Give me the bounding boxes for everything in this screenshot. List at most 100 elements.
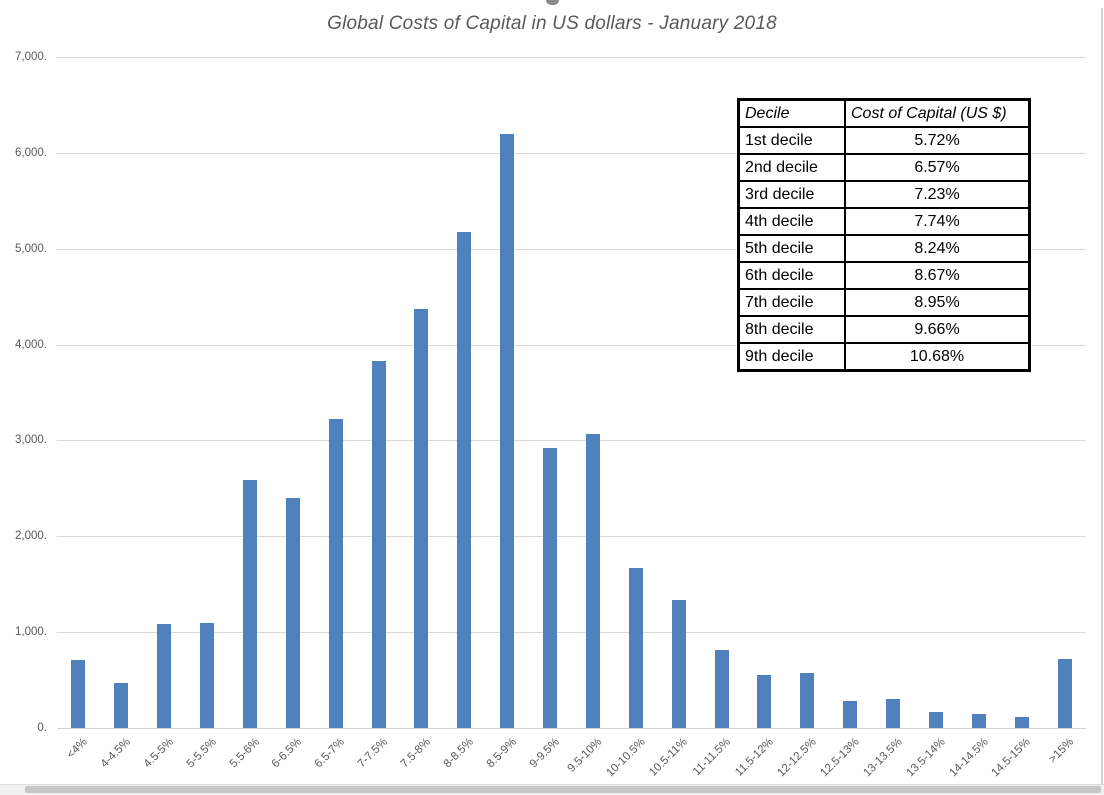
gridline-6000 (57, 152, 1086, 154)
bar-slot (100, 57, 143, 728)
y-tick-label: 6,000. (15, 146, 47, 159)
bar-slot (400, 57, 443, 728)
decile-cell: 9th decile (737, 342, 846, 372)
decile-table: Decile Cost of Capital (US $) 1st decile… (737, 98, 1031, 372)
bar-13.5-14% (928, 711, 943, 728)
bar-slot (357, 57, 400, 728)
bar-13-13.5% (886, 699, 901, 728)
x-tick-label: 7.5-8% (398, 736, 433, 771)
plot-area (57, 57, 1086, 729)
bar-7.5-8% (414, 309, 429, 728)
bar-12.5-13% (843, 701, 858, 728)
x-tick-label: 9-9.5% (527, 736, 562, 771)
bar-12-12.5% (800, 673, 815, 728)
bar-9-9.5% (543, 448, 558, 728)
table-row: 4th decile 7.74% (737, 207, 1031, 236)
y-tick-label: 5,000. (15, 242, 47, 255)
table-row: 5th decile 8.24% (737, 234, 1031, 263)
bar-slot (271, 57, 314, 728)
x-tick-label: 13-13.5% (861, 736, 905, 780)
horizontal-scrollbar[interactable] (0, 784, 1104, 795)
bar-slot (1043, 57, 1086, 728)
bars-layer (57, 57, 1086, 728)
bar-slot (143, 57, 186, 728)
x-tick-label: 13.5-14% (904, 736, 948, 780)
bar-slot (743, 57, 786, 728)
decile-cell: 7th decile (737, 288, 846, 317)
bar-8.5-9% (500, 133, 515, 728)
bar-slot (657, 57, 700, 728)
table-row: 1st decile 5.72% (737, 126, 1031, 155)
bar-slot (915, 57, 958, 728)
decile-cell: 1st decile (737, 126, 846, 155)
table-row: 7th decile 8.95% (737, 288, 1031, 317)
decile-cell: 4th decile (737, 207, 846, 236)
table-header-decile: Decile (737, 98, 846, 128)
y-tick-label: 2,000. (15, 530, 47, 543)
x-tick-label: 6.5-7% (312, 736, 348, 771)
bar-slot (529, 57, 572, 728)
x-tick-label: 6-6.5% (270, 736, 305, 771)
decile-cell: 2nd decile (737, 153, 846, 182)
cost-cell: 8.95% (844, 288, 1031, 317)
bar-10-10.5% (628, 567, 643, 728)
table-row: 3rd decile 7.23% (737, 180, 1031, 209)
bar-6-6.5% (285, 497, 300, 728)
y-tick-label: 3,000. (15, 434, 47, 447)
bar-slot (700, 57, 743, 728)
cost-cell: 7.74% (844, 207, 1031, 236)
bar-slot (1000, 57, 1043, 728)
table-row: 9th decile 10.68% (737, 342, 1031, 372)
x-tick-label: 12-12.5% (775, 736, 819, 780)
bar-14.5-15% (1014, 716, 1029, 728)
gridline-1000 (57, 632, 1086, 634)
bar-14-14.5% (971, 714, 986, 728)
y-tick-label: 4,000. (15, 338, 47, 351)
bar-8-8.5% (457, 232, 472, 728)
bar-4-4.5% (114, 682, 129, 728)
x-tick-label: 7-7.5% (355, 736, 391, 771)
bar-slot (829, 57, 872, 728)
x-tick-label: 8.5-9% (484, 736, 519, 771)
decile-cell: 6th decile (737, 261, 846, 290)
table-row: 6th decile 8.67% (737, 261, 1031, 290)
bar-<4% (71, 659, 86, 728)
gridline-5000 (57, 248, 1086, 250)
cost-cell: 6.57% (844, 153, 1031, 182)
x-tick-label: 10.5-11% (647, 736, 691, 779)
x-axis-line (57, 728, 1086, 729)
y-tick-label: 7,000. (15, 51, 47, 63)
cost-cell: 8.67% (844, 261, 1031, 290)
bar-5-5.5% (200, 623, 215, 728)
gridline-4000 (57, 344, 1086, 346)
x-tick-label: 4-4.5% (98, 736, 133, 771)
window-right-edge (1101, 8, 1103, 784)
cost-cell: 8.24% (844, 234, 1031, 263)
bar-slot (614, 57, 657, 728)
bar-11.5-12% (757, 675, 772, 728)
cost-cell: 9.66% (844, 315, 1031, 344)
x-tick-label: 5.5-6% (227, 736, 262, 771)
bar-7-7.5% (371, 360, 386, 728)
bar-slot (872, 57, 915, 728)
bar-slot (186, 57, 229, 728)
gridline-7000 (57, 57, 1086, 58)
bar-slot (572, 57, 615, 728)
cropped-title-fragment (546, 0, 559, 5)
bar-11-11.5% (714, 650, 729, 728)
bar-6.5-7% (328, 419, 343, 728)
x-tick-label: >15% (1046, 736, 1077, 766)
table-header-row: Decile Cost of Capital (US $) (737, 98, 1031, 128)
bar-4.5-5% (157, 624, 172, 728)
x-tick-label: 12.5-13% (818, 736, 862, 780)
table-row: 8th decile 9.66% (737, 315, 1031, 344)
bar-slot (314, 57, 357, 728)
x-tick-label: 14.5-15% (989, 736, 1034, 780)
bar-slot (229, 57, 272, 728)
bar-slot (486, 57, 529, 728)
horizontal-scrollbar-thumb[interactable] (25, 786, 1101, 793)
bar-slot (443, 57, 486, 728)
decile-cell: 8th decile (737, 315, 846, 344)
bar-slot (957, 57, 1000, 728)
cost-cell: 10.68% (844, 342, 1031, 372)
